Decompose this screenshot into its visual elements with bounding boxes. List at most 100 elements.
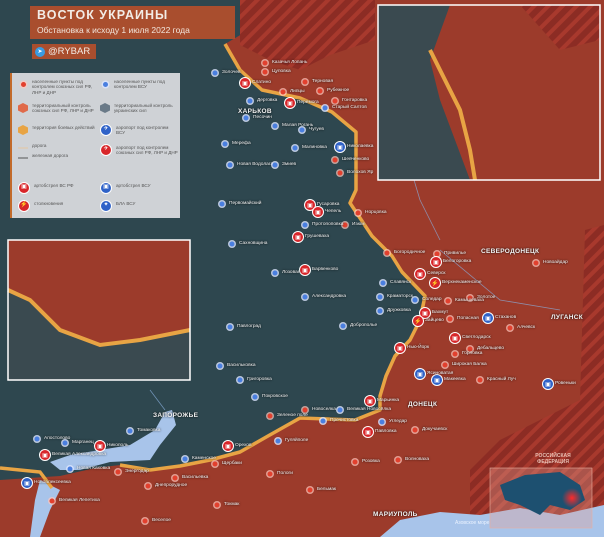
ru-artillery-icon[interactable]: ▣ [430, 256, 442, 268]
channel-handle[interactable]: ➤ @RYBAR [32, 44, 97, 59]
clash-icon[interactable]: ⚡ [412, 315, 424, 327]
ru-artillery-icon[interactable]: ▣ [284, 97, 296, 109]
legend-label: артобстрел ВС РФ [34, 183, 74, 188]
ua-settlement-icon[interactable] [34, 436, 40, 442]
ru-settlement-icon[interactable] [142, 518, 148, 524]
ru-settlement-icon[interactable] [332, 157, 338, 163]
ru-settlement-icon[interactable] [307, 487, 313, 493]
ua-settlement-icon[interactable] [302, 222, 308, 228]
ru-settlement-icon[interactable] [172, 475, 178, 481]
ru-artillery-icon[interactable]: ▣ [394, 342, 406, 354]
ua-artillery-icon[interactable]: ▣ [414, 368, 426, 380]
ua-settlement-icon[interactable] [212, 70, 218, 76]
ua-settlement-icon[interactable] [272, 270, 278, 276]
ru-settlement-icon[interactable] [212, 461, 218, 467]
ru-artillery-icon[interactable]: ▣ [299, 264, 311, 276]
ru-artillery-icon[interactable]: ▣ [449, 332, 461, 344]
ru-settlement-icon[interactable] [302, 407, 308, 413]
ua-settlement-icon[interactable] [67, 466, 73, 472]
ru-settlement-icon[interactable] [337, 170, 343, 176]
ua-settlement-icon[interactable] [227, 162, 233, 168]
ua-settlement-icon[interactable] [272, 123, 278, 129]
ua-settlement-icon[interactable] [219, 201, 225, 207]
ua-artillery-icon[interactable]: ▣ [334, 141, 346, 153]
ua-artillery-icon[interactable]: ▣ [542, 378, 554, 390]
inset-map-zaporozhye[interactable] [7, 239, 191, 381]
ua-settlement-icon[interactable] [377, 308, 383, 314]
ru-settlement-icon[interactable] [412, 427, 418, 433]
ua-settlement-icon[interactable] [337, 407, 343, 413]
ua-settlement-icon[interactable] [292, 145, 298, 151]
ru-settlement-icon[interactable] [49, 498, 55, 504]
ru-artillery-icon[interactable]: ▣ [362, 426, 374, 438]
ua-settlement-icon[interactable] [340, 323, 346, 329]
ru-settlement-icon[interactable] [434, 251, 440, 257]
ru-settlement-icon[interactable] [214, 502, 220, 508]
front-line-west [0, 466, 54, 490]
ru-settlement-icon[interactable] [352, 459, 358, 465]
ru-settlement-icon[interactable] [317, 88, 323, 94]
ua-artillery-icon[interactable]: ▣ [431, 374, 443, 386]
inset-map-kharkiv[interactable] [377, 4, 601, 181]
ru-artillery-icon[interactable]: ▣ [414, 268, 426, 280]
ru-artillery-icon[interactable]: ▣ [292, 231, 304, 243]
ua-settlement-icon[interactable] [412, 297, 418, 303]
ru-settlement-icon[interactable] [115, 469, 121, 475]
ua-settlement-icon[interactable] [272, 162, 278, 168]
ru-settlement-icon[interactable] [262, 60, 268, 66]
ru-artillery-icon[interactable]: ▣ [364, 395, 376, 407]
ua-settlement-icon[interactable] [252, 394, 258, 400]
ru-artillery-icon[interactable]: ▣ [312, 206, 324, 218]
ua-artillery-icon[interactable]: ▣ [21, 477, 33, 489]
ua-settlement-icon[interactable] [377, 294, 383, 300]
ru-settlement-icon[interactable] [477, 377, 483, 383]
ru-settlement-icon[interactable] [262, 69, 268, 75]
ua-settlement-icon[interactable] [229, 241, 235, 247]
ru-settlement-icon[interactable] [267, 413, 273, 419]
ua-settlement-icon[interactable] [227, 324, 233, 330]
ru-artillery-icon[interactable]: ▣ [39, 449, 51, 461]
ru-settlement-icon[interactable] [507, 325, 513, 331]
ru-artillery-icon[interactable]: ▣ [239, 77, 251, 89]
ru-settlement-icon[interactable] [445, 298, 451, 304]
ua-settlement-icon[interactable] [320, 418, 326, 424]
ua-settlement-icon[interactable] [247, 98, 253, 104]
ru-settlement-icon[interactable] [442, 362, 448, 368]
ru-settlement-icon[interactable] [280, 89, 286, 95]
ru-artillery-icon[interactable]: ▣ [222, 440, 234, 452]
ua-artillery-icon[interactable]: ▣ [482, 312, 494, 324]
ru-settlement-icon[interactable] [332, 98, 338, 104]
ua-settlement-icon[interactable] [380, 280, 386, 286]
ru-settlement-icon[interactable] [395, 457, 401, 463]
ru-settlement-icon[interactable] [342, 222, 348, 228]
ru-settlement-icon[interactable] [467, 295, 473, 301]
ru-settlement-icon[interactable] [302, 79, 308, 85]
ua-settlement-icon[interactable] [275, 438, 281, 444]
ua-settlement-icon[interactable] [237, 377, 243, 383]
ua-settlement-icon[interactable] [379, 419, 385, 425]
ua-settlement-icon[interactable] [322, 105, 328, 111]
ru-settlement-icon[interactable] [447, 316, 453, 322]
ua-settlement-icon[interactable] [243, 115, 249, 121]
ua-settlement-icon[interactable] [127, 428, 133, 434]
ru-settlement-icon[interactable] [267, 471, 273, 477]
ru-settlement-icon[interactable] [467, 346, 473, 352]
ua-settlement-icon[interactable] [182, 456, 188, 462]
overview-map[interactable] [489, 467, 593, 529]
ua-settlement-icon[interactable] [299, 127, 305, 133]
ua-settlement-icon[interactable] [222, 141, 228, 147]
ru-settlement-icon[interactable] [452, 351, 458, 357]
ua-settlement-icon[interactable] [62, 440, 68, 446]
clash-icon[interactable]: ⚡ [429, 277, 441, 289]
ru-settlement-icon[interactable] [533, 260, 539, 266]
ua-settlement-icon[interactable] [217, 363, 223, 369]
ru-settlement-icon[interactable] [145, 483, 151, 489]
russia-territory-east [470, 225, 604, 537]
ua-settlement-icon[interactable] [302, 294, 308, 300]
ru-settlement-icon[interactable] [384, 250, 390, 256]
city-label: Дружковка [387, 308, 411, 313]
ru-settlement-icon[interactable] [355, 210, 361, 216]
ru-artillery-icon[interactable]: ▣ [94, 440, 106, 452]
major-city-label: ЛУГАНСК [551, 314, 584, 321]
